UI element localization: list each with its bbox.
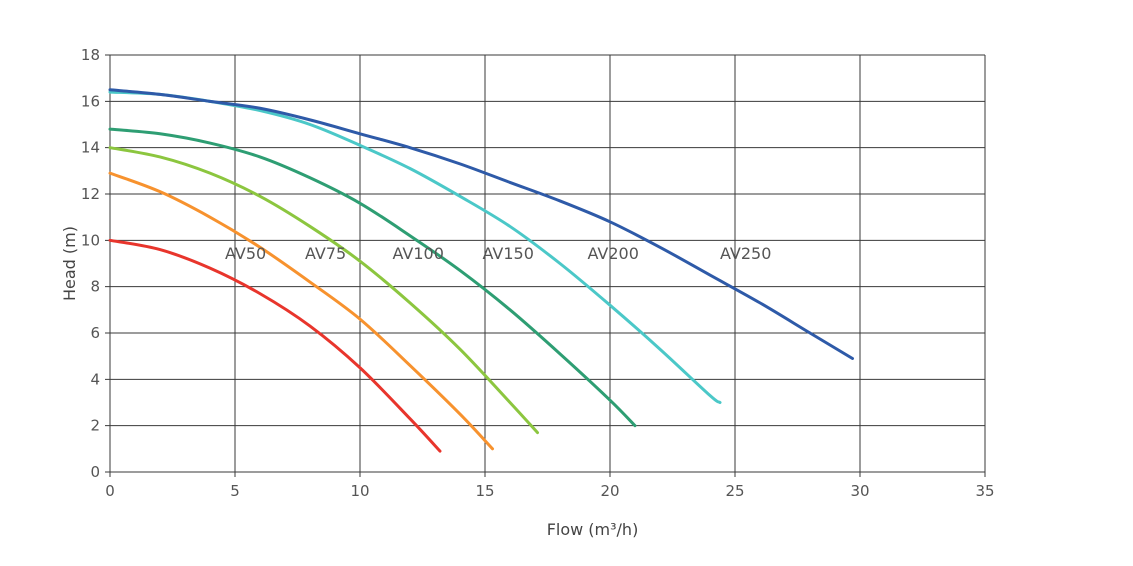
grid bbox=[105, 54, 986, 477]
x-tick-label: 25 bbox=[725, 482, 744, 500]
series-line-av50 bbox=[108, 238, 442, 453]
y-tick-label: 10 bbox=[81, 231, 100, 249]
x-axis-label: Flow (m³/h) bbox=[547, 520, 639, 539]
series-label-av75: AV75 bbox=[305, 244, 346, 263]
x-tick-label: 30 bbox=[850, 482, 869, 500]
axis-ticks: 0 5 10 15 20 25 30 35 0 2 4 6 8 10 12 14 16 18 bbox=[81, 46, 995, 500]
y-tick-label: 4 bbox=[90, 370, 100, 388]
x-tick-label: 0 bbox=[105, 482, 115, 500]
x-tick-label: 20 bbox=[600, 482, 619, 500]
x-tick-label: 5 bbox=[230, 482, 240, 500]
series-line-av150 bbox=[108, 127, 637, 428]
y-tick-label: 18 bbox=[81, 46, 100, 64]
y-tick-label: 16 bbox=[81, 92, 100, 110]
y-tick-label: 0 bbox=[90, 463, 100, 481]
series-label-av150: AV150 bbox=[483, 244, 534, 263]
series-label-av250: AV250 bbox=[720, 244, 771, 263]
y-tick-label: 12 bbox=[81, 185, 100, 203]
y-tick-label: 14 bbox=[81, 139, 100, 157]
y-tick-label: 6 bbox=[90, 324, 100, 342]
x-tick-label: 15 bbox=[475, 482, 494, 500]
series-lines bbox=[108, 88, 854, 453]
series-label-av100: AV100 bbox=[393, 244, 444, 263]
series-labels: AV50 AV75 AV100 AV150 AV200 AV250 bbox=[225, 244, 771, 263]
series-label-av200: AV200 bbox=[588, 244, 639, 263]
y-axis-label: Head (m) bbox=[60, 226, 79, 301]
series-line-av100 bbox=[108, 146, 539, 435]
x-tick-label: 35 bbox=[975, 482, 994, 500]
x-tick-label: 10 bbox=[350, 482, 369, 500]
series-line-av75 bbox=[108, 171, 494, 451]
series-label-av50: AV50 bbox=[225, 244, 266, 263]
series-line-av250 bbox=[108, 88, 854, 360]
y-tick-label: 2 bbox=[90, 417, 100, 435]
y-tick-label: 8 bbox=[90, 278, 100, 296]
